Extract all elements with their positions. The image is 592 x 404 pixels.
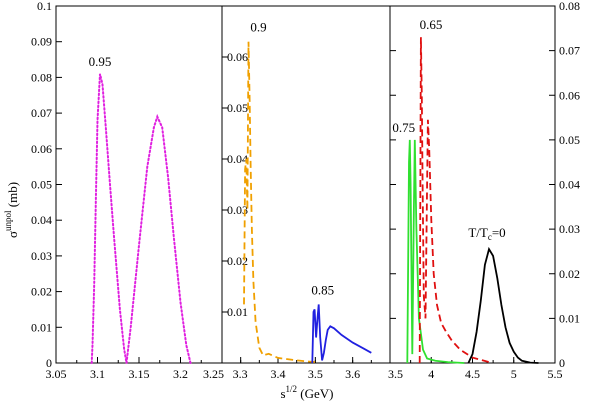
x-tick-label: 3.1 — [90, 367, 105, 381]
y-tick-label: 0.06 — [31, 142, 52, 156]
x-tick-label: 4.5 — [465, 367, 480, 381]
y-tick-label: 0.06 — [227, 50, 248, 64]
y-tick-label: 0.03 — [227, 203, 248, 217]
y-tick-label: 0.02 — [559, 267, 580, 281]
x-tick-label: 5.5 — [548, 367, 563, 381]
y-tick-label: 0.01 — [227, 305, 248, 319]
x-tick-label: 3.3 — [233, 367, 248, 381]
x-tick-label: 3.6 — [345, 367, 360, 381]
y-tick-label: 0.08 — [31, 70, 52, 84]
y-tick-label: 0.09 — [31, 35, 52, 49]
y-tick-label: 0.03 — [31, 249, 52, 263]
x-tick-label: 3.15 — [129, 367, 150, 381]
y-tick-label: 0 — [559, 356, 565, 370]
x-tick-label: 3.25 — [203, 367, 224, 381]
y-tick-label: 0.01 — [31, 320, 52, 334]
series-label: 0.65 — [420, 17, 443, 32]
y-tick-label: 0.04 — [227, 152, 248, 166]
series-line-right-0 — [406, 139, 465, 364]
x-tick-label: 3.2 — [173, 367, 188, 381]
plot-frame: 3.05 3.1 3.15 3.2 3.2500.010.020.030.040.050… — [31, 0, 580, 381]
series-label: 0.95 — [89, 54, 112, 69]
series-line-right-1 — [418, 37, 490, 364]
series-line-middle-1 — [311, 304, 372, 364]
y-axis-label: σunpol (mb) — [3, 182, 20, 238]
y-tick-label: 0.07 — [559, 44, 580, 58]
y-tick-label: 0.05 — [227, 101, 248, 115]
y-tick-label: 0.06 — [559, 88, 580, 102]
series-label: 0.75 — [392, 120, 415, 135]
series-label: 0.9 — [250, 20, 266, 35]
x-tick-label: 3.4 — [271, 367, 286, 381]
series-line-left-0 — [90, 73, 192, 364]
series-label: 0.85 — [311, 282, 334, 297]
y-tick-label: 0.04 — [559, 178, 580, 192]
y-tick-label: 0.1 — [37, 0, 52, 13]
y-tick-label: 0.07 — [31, 106, 52, 120]
x-tick-label: 3.5 — [308, 367, 323, 381]
y-tick-label: 0.05 — [559, 133, 580, 147]
y-tick-label: 0.05 — [31, 178, 52, 192]
series-line-right-2 — [467, 246, 539, 364]
chart-marks: 0.95 0.9 0.85 0.75 0.65 T/Tc=0 — [89, 17, 539, 364]
y-tick-label: 0.02 — [227, 254, 248, 268]
series-label: T/Tc=0 — [468, 225, 505, 242]
x-tick-label: 3.05 — [46, 367, 67, 381]
y-tick-label: 0.02 — [31, 285, 52, 299]
x-tick-label: 3.5 — [388, 367, 403, 381]
series-line-middle-0 — [243, 41, 316, 363]
y-tick-label: 0.08 — [559, 0, 580, 13]
y-tick-label: 0.04 — [31, 213, 52, 227]
y-tick-label: 0.01 — [559, 311, 580, 325]
y-tick-label: 0 — [46, 356, 52, 370]
panel-left-border — [55, 5, 223, 364]
y-tick-label: 0.03 — [559, 222, 580, 236]
x-axis-label: s1/2 (GeV) — [280, 384, 333, 401]
x-tick-label: 4 — [428, 367, 434, 381]
x-tick-label: 5 — [511, 367, 517, 381]
